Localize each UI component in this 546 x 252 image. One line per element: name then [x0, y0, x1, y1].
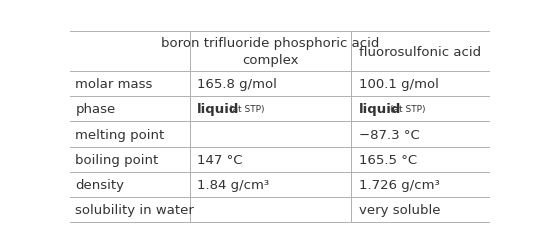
Text: 147 °C: 147 °C [197, 153, 243, 166]
Text: very soluble: very soluble [359, 203, 440, 216]
Text: boron trifluoride phosphoric acid
complex: boron trifluoride phosphoric acid comple… [161, 37, 379, 67]
Text: molar mass: molar mass [75, 78, 153, 91]
Text: solubility in water: solubility in water [75, 203, 194, 216]
Text: phase: phase [75, 103, 116, 116]
Text: 1.84 g/cm³: 1.84 g/cm³ [197, 178, 269, 191]
Text: (at STP): (at STP) [229, 105, 264, 114]
Text: 165.5 °C: 165.5 °C [359, 153, 417, 166]
Text: −87.3 °C: −87.3 °C [359, 128, 419, 141]
Text: 100.1 g/mol: 100.1 g/mol [359, 78, 438, 91]
Text: 1.726 g/cm³: 1.726 g/cm³ [359, 178, 440, 191]
Text: liquid: liquid [359, 103, 401, 116]
Text: boiling point: boiling point [75, 153, 159, 166]
Text: 165.8 g/mol: 165.8 g/mol [197, 78, 277, 91]
Text: fluorosulfonic acid: fluorosulfonic acid [359, 45, 481, 58]
Text: density: density [75, 178, 124, 191]
Text: liquid: liquid [197, 103, 240, 116]
Text: melting point: melting point [75, 128, 165, 141]
Text: (at STP): (at STP) [390, 105, 425, 114]
